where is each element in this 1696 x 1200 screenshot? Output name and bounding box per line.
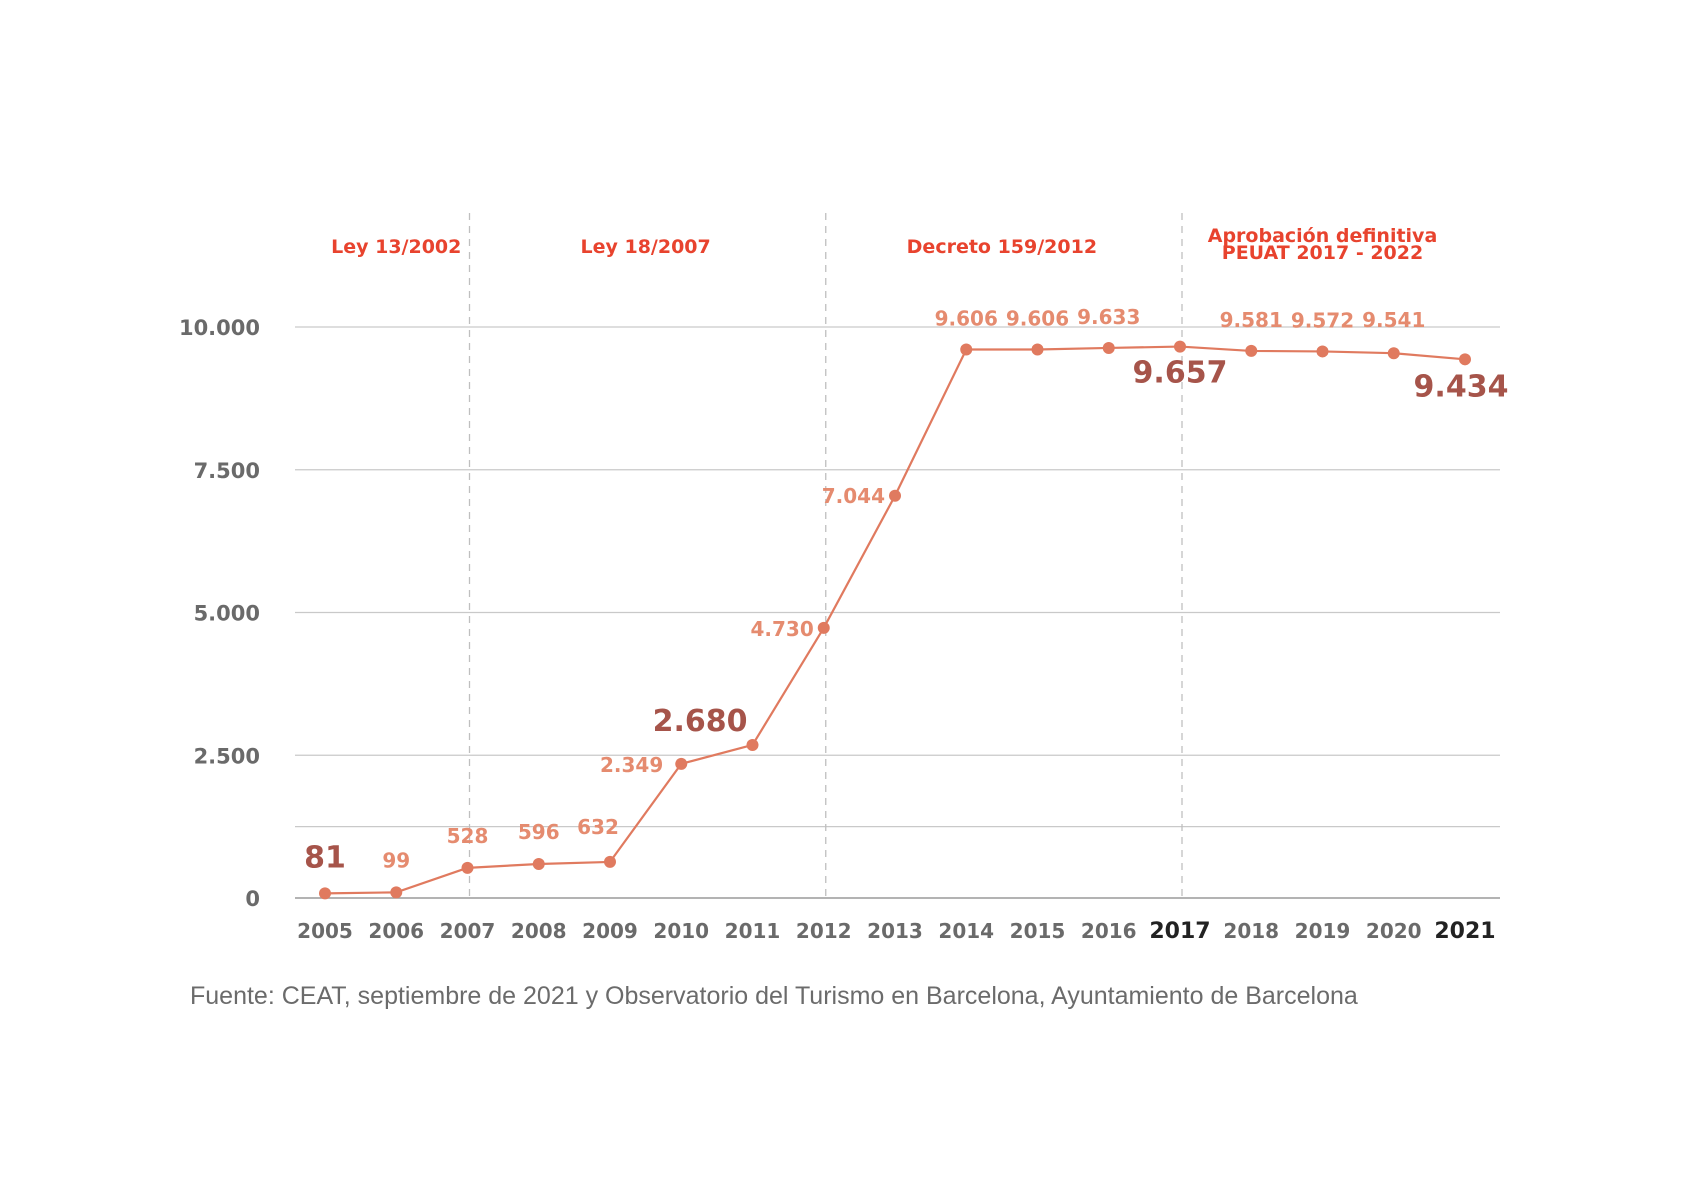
x-tick-label: 2021 bbox=[1434, 919, 1495, 944]
period-label: Aprobación definitiva PEUAT 2017 - 2022 bbox=[1208, 225, 1438, 264]
data-point bbox=[390, 886, 403, 899]
data-point bbox=[1316, 345, 1329, 358]
y-tick-label: 10.000 bbox=[179, 316, 260, 340]
x-tick-label: 2013 bbox=[867, 919, 923, 943]
data-points bbox=[319, 340, 1471, 900]
data-label: 2.680 bbox=[653, 704, 748, 739]
data-label: 9.657 bbox=[1133, 356, 1228, 391]
source-note: Fuente: CEAT, septiembre de 2021 y Obser… bbox=[190, 982, 1358, 1010]
series-line bbox=[324, 345, 1466, 895]
data-point bbox=[746, 738, 759, 751]
x-tick-label: 2009 bbox=[582, 919, 638, 943]
x-tick-label: 2008 bbox=[511, 919, 567, 943]
data-point bbox=[604, 855, 616, 868]
data-label: 528 bbox=[447, 824, 489, 848]
grid-lines bbox=[295, 326, 1500, 899]
y-tick-label: 7.500 bbox=[194, 459, 260, 483]
data-label: 2.349 bbox=[600, 753, 663, 777]
data-point bbox=[319, 887, 331, 900]
data-point bbox=[1031, 343, 1044, 356]
y-axis-ticks: 0 2.500 5.000 7.500 10.000 bbox=[179, 316, 260, 911]
x-tick-label: 2011 bbox=[725, 919, 781, 943]
data-label: 596 bbox=[518, 820, 560, 844]
period-label-line: Ley 18/2007 bbox=[580, 236, 710, 258]
period-dividers bbox=[468, 213, 1183, 898]
period-label-line: PEUAT 2017 - 2022 bbox=[1222, 242, 1423, 264]
data-point bbox=[1245, 344, 1258, 357]
data-point bbox=[960, 343, 973, 356]
x-tick-label: 2007 bbox=[440, 919, 496, 943]
period-labels: Ley 13/2002 Ley 18/2007 Decreto 159/2012 Ap… bbox=[331, 225, 1437, 264]
data-label: 4.730 bbox=[750, 617, 813, 641]
x-tick-label: 2010 bbox=[653, 919, 709, 943]
y-tick-label: 0 bbox=[245, 887, 260, 911]
y-tick-label: 5.000 bbox=[194, 602, 260, 626]
data-label: 9.606 bbox=[1006, 306, 1069, 330]
data-label: 9.434 bbox=[1414, 369, 1509, 404]
y-tick-label: 2.500 bbox=[194, 744, 260, 768]
data-point bbox=[1174, 340, 1186, 353]
x-tick-label: 2014 bbox=[938, 919, 994, 943]
x-tick-label: 2005 bbox=[297, 919, 353, 943]
x-tick-label: 2012 bbox=[796, 919, 852, 943]
x-tick-label: 2006 bbox=[368, 919, 424, 943]
data-label: 9.541 bbox=[1362, 308, 1425, 332]
data-point bbox=[1102, 341, 1115, 354]
x-tick-label: 2016 bbox=[1081, 919, 1137, 943]
data-label: 632 bbox=[577, 815, 619, 839]
data-label: 99 bbox=[382, 848, 410, 872]
x-tick-label: 2015 bbox=[1010, 919, 1066, 943]
period-label-line: Decreto 159/2012 bbox=[907, 236, 1097, 258]
x-axis-ticks: 2005 2006 2007 2008 2009 2010 2011 2012 2013 2014… bbox=[297, 919, 1495, 944]
x-tick-label: 2017 bbox=[1149, 919, 1210, 944]
data-label: 9.606 bbox=[935, 306, 998, 330]
data-point bbox=[1387, 347, 1400, 360]
period-label: Ley 18/2007 bbox=[580, 236, 710, 258]
data-label: 81 bbox=[304, 840, 346, 875]
data-label: 7.044 bbox=[822, 484, 885, 508]
data-point bbox=[817, 621, 830, 634]
period-label-line: Aprobación definitiva bbox=[1208, 225, 1438, 247]
data-point bbox=[889, 489, 901, 502]
data-label: 9.581 bbox=[1220, 308, 1283, 332]
period-label: Decreto 159/2012 bbox=[907, 236, 1097, 258]
data-point bbox=[461, 861, 474, 874]
series-line-group bbox=[324, 345, 1466, 895]
x-tick-label: 2019 bbox=[1295, 919, 1351, 943]
period-label-line: Ley 13/2002 bbox=[331, 236, 461, 258]
period-label: Ley 13/2002 bbox=[331, 236, 461, 258]
data-point bbox=[675, 757, 688, 770]
data-label: 9.633 bbox=[1077, 305, 1140, 329]
x-tick-label: 2018 bbox=[1223, 919, 1279, 943]
data-labels: 81 99 528 596 632 2.349 2.680 4.730 7.044 9.606 9.… bbox=[304, 305, 1508, 875]
data-point bbox=[1459, 353, 1471, 366]
x-tick-label: 2020 bbox=[1366, 919, 1422, 943]
data-point bbox=[532, 857, 545, 870]
data-label: 9.572 bbox=[1291, 308, 1354, 332]
